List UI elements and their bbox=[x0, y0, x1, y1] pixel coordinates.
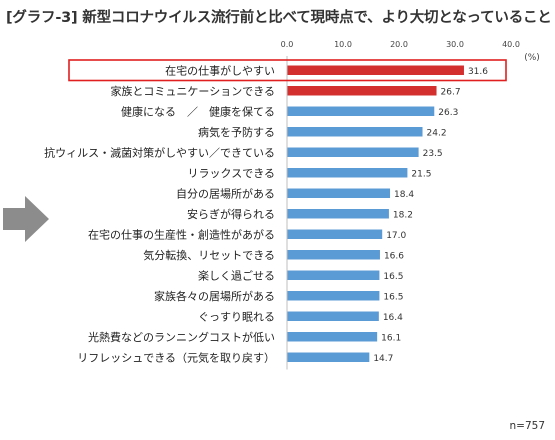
bar bbox=[287, 311, 379, 321]
category-label: 家族とコミュニケーションできる bbox=[110, 84, 275, 98]
category-label: 安らぎが得られる bbox=[187, 207, 275, 221]
bar bbox=[287, 65, 464, 75]
bar bbox=[287, 291, 380, 301]
bar bbox=[287, 229, 383, 239]
category-label: 病気を予防する bbox=[198, 125, 275, 139]
category-label: 自分の居場所がある bbox=[176, 186, 275, 200]
value-label: 18.4 bbox=[394, 190, 414, 200]
sample-size-note: n=757 bbox=[509, 420, 546, 432]
bar bbox=[287, 270, 380, 280]
value-label: 26.3 bbox=[438, 108, 458, 118]
bar bbox=[287, 250, 380, 260]
category-label: 楽しく過ごせる bbox=[198, 268, 275, 282]
bar bbox=[287, 106, 435, 116]
bar bbox=[287, 86, 437, 96]
value-label: 16.5 bbox=[383, 272, 403, 282]
value-label: 16.4 bbox=[383, 313, 403, 323]
category-label: リフレッシュできる（元気を取り戻す） bbox=[77, 350, 275, 364]
bar bbox=[287, 127, 423, 137]
bar bbox=[287, 209, 389, 219]
x-tick-label: 40.0 bbox=[502, 40, 520, 49]
highlight-box bbox=[68, 59, 507, 82]
x-tick-label: 20.0 bbox=[390, 40, 408, 49]
value-label: 24.2 bbox=[427, 128, 447, 138]
value-label: 16.6 bbox=[384, 251, 404, 261]
category-label: 家族各々の居場所がある bbox=[154, 289, 275, 303]
category-label: 健康になる ／ 健康を保てる bbox=[121, 104, 275, 118]
category-label: 気分転換、リセットできる bbox=[143, 248, 275, 262]
x-tick-label: 10.0 bbox=[334, 40, 352, 49]
value-label: 21.5 bbox=[411, 169, 431, 179]
value-label: 23.5 bbox=[423, 149, 443, 159]
unit-label: (%) bbox=[524, 53, 540, 63]
x-tick-label: 0.0 bbox=[281, 40, 294, 49]
bar bbox=[287, 147, 419, 157]
bar bbox=[287, 188, 391, 198]
category-label: ぐっすり眠れる bbox=[198, 310, 275, 323]
bar bbox=[287, 352, 370, 362]
category-label: リラックスできる bbox=[188, 167, 275, 180]
x-tick-label: 30.0 bbox=[446, 40, 464, 49]
value-label: 14.7 bbox=[373, 354, 393, 364]
category-label: 光熱費などのランニングコストが低い bbox=[88, 330, 275, 344]
value-label: 17.0 bbox=[386, 231, 406, 241]
value-label: 18.2 bbox=[393, 210, 413, 220]
category-label: 在宅の仕事がしやすい bbox=[165, 63, 275, 77]
bar bbox=[287, 168, 408, 178]
value-label: 26.7 bbox=[441, 87, 461, 97]
bar bbox=[287, 332, 378, 342]
chart-title: [グラフ-3] 新型コロナウイルス流行前と比べて現時点で、より大切となっているこ… bbox=[6, 10, 552, 26]
value-label: 31.6 bbox=[468, 67, 488, 77]
value-label: 16.1 bbox=[381, 333, 401, 343]
right-arrow-icon bbox=[3, 196, 49, 242]
category-label: 抗ウィルス・滅菌対策がしやすい／できている bbox=[44, 145, 275, 159]
category-label: 在宅の仕事の生産性・創造性があがる bbox=[88, 227, 275, 241]
value-label: 16.5 bbox=[383, 292, 403, 302]
